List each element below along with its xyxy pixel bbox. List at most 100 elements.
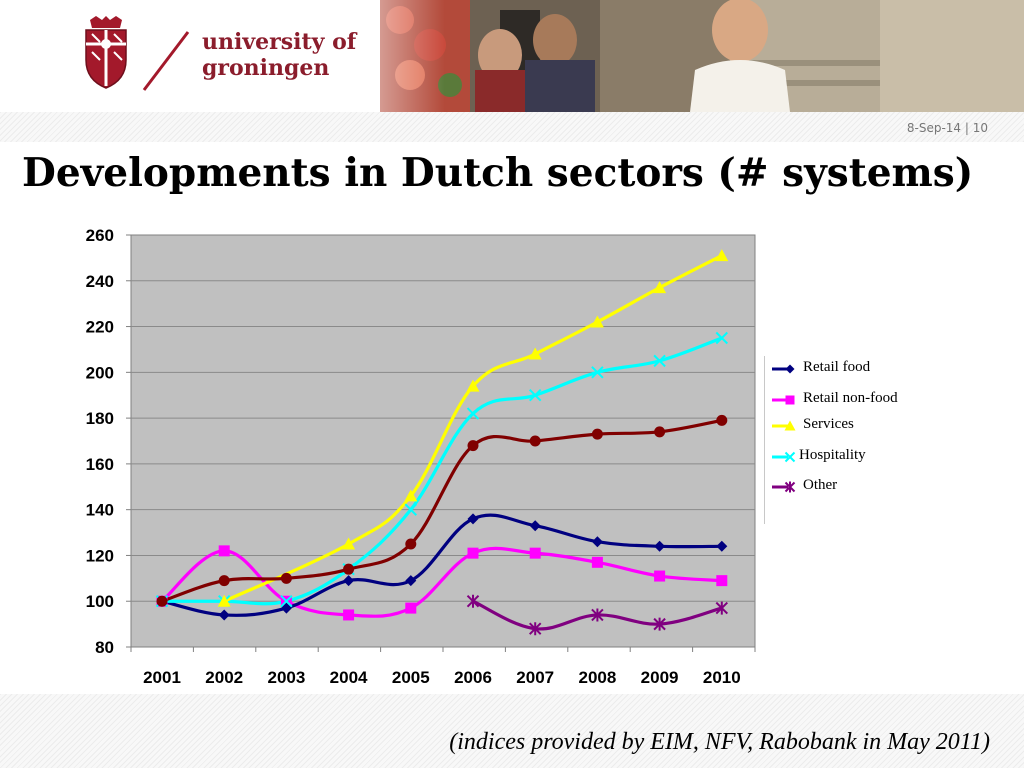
legend-marker-shape-2 <box>784 420 796 431</box>
legend-item-hospitality: Hospitality <box>765 447 975 467</box>
y-tick-label: 220 <box>86 318 114 337</box>
x-tick-label: 2007 <box>516 668 554 687</box>
university-wordmark: university of groningen <box>202 29 356 81</box>
x-tick-label: 2009 <box>641 668 679 687</box>
legend-marker-shape-0 <box>785 364 795 374</box>
legend-label-other: Other <box>803 477 838 493</box>
legend-marker-retail-food <box>772 364 795 374</box>
data-point-series-5 <box>467 440 479 452</box>
legend-marker-shape-3 <box>784 451 796 463</box>
data-point-series-5 <box>156 595 168 607</box>
x-tick-label: 2001 <box>143 668 181 687</box>
source-note: (indices provided by EIM, NFV, Rabobank … <box>449 729 990 755</box>
logo-divider-slash <box>142 31 190 91</box>
data-point-series-5 <box>591 428 603 440</box>
data-point-hospitality <box>404 503 418 516</box>
data-point-retail-non-food <box>591 556 603 568</box>
data-point-other <box>715 601 729 615</box>
data-point-series-5 <box>654 426 666 438</box>
data-point-retail-food <box>716 540 728 552</box>
y-tick-label: 240 <box>86 272 114 291</box>
legend-item-retail-non-food: Retail non-food <box>765 390 975 410</box>
y-tick-label: 80 <box>95 638 114 657</box>
data-point-services <box>590 315 604 328</box>
y-tick-label: 160 <box>86 455 114 474</box>
data-point-hospitality <box>591 366 604 379</box>
wordmark-line-1: university of <box>202 29 357 55</box>
data-point-retail-non-food <box>467 547 479 559</box>
line-chart: 80 100 120 140 160 180 200 220 240 260 2001 2002 200… <box>86 226 756 687</box>
legend-marker-hospitality <box>772 451 796 463</box>
legend-item-services: Services <box>765 416 975 436</box>
series-line-hospitality <box>161 336 723 606</box>
data-point-services <box>466 379 480 392</box>
legend-label-services: Services <box>803 416 854 432</box>
logo-area: university of groningen <box>0 0 380 112</box>
date-page-number: 8-Sep-14 | 10 <box>906 121 988 135</box>
data-point-retail-food <box>218 609 230 621</box>
x-tick-label: 2008 <box>578 668 616 687</box>
data-point-other <box>466 594 480 608</box>
student-photo-banner <box>300 0 1024 112</box>
legend-item-retail-food: Retail food <box>765 359 975 379</box>
legend-marker-services <box>772 420 796 431</box>
legend-marker-shape-4 <box>784 481 796 493</box>
data-point-retail-non-food <box>716 575 728 587</box>
data-point-other <box>591 608 604 622</box>
y-tick-label: 200 <box>86 363 114 382</box>
legend-marker-retail-non-food <box>772 395 795 405</box>
data-point-retail-food <box>591 536 603 548</box>
y-tick-label: 180 <box>86 409 114 428</box>
data-point-retail-food <box>529 520 541 532</box>
legend-marker-shape-1 <box>785 395 795 405</box>
data-point-series-5 <box>529 435 541 447</box>
data-point-series-5 <box>218 575 230 587</box>
series-line-series-5 <box>161 418 723 603</box>
page-title: Developments in Dutch sectors (# systems… <box>22 150 974 196</box>
data-point-services <box>715 249 729 262</box>
data-point-services <box>342 537 356 550</box>
university-crest-icon <box>85 16 127 89</box>
data-point-retail-food <box>467 513 479 525</box>
legend-label-retail-food: Retail food <box>803 359 871 375</box>
data-point-hospitality <box>528 389 542 402</box>
date-strip <box>0 112 1024 142</box>
chart-legend: Retail food Retail non-food Services Hos… <box>764 356 975 524</box>
data-point-other <box>653 617 666 631</box>
data-point-series-5 <box>280 572 292 584</box>
data-point-retail-food <box>654 540 666 552</box>
data-point-retail-non-food <box>529 547 541 559</box>
x-tick-label: 2002 <box>205 668 243 687</box>
data-point-hospitality <box>653 354 666 368</box>
data-point-series-5 <box>716 414 728 426</box>
data-point-retail-non-food <box>405 602 417 614</box>
header-banner: university of groningen <box>0 0 1024 112</box>
series-line-retail-food <box>161 513 722 617</box>
data-point-services <box>653 281 667 294</box>
data-point-hospitality <box>280 595 293 608</box>
x-tick-label: 2004 <box>330 668 368 687</box>
data-point-retail-non-food <box>218 545 230 557</box>
legend-label-hospitality: Hospitality <box>799 447 866 463</box>
data-point-series-5 <box>343 563 355 575</box>
y-tick-label: 140 <box>86 501 114 520</box>
legend-item-other: Other <box>765 477 975 497</box>
series-line-retail-non-food <box>160 546 722 618</box>
data-point-retail-food <box>343 575 355 587</box>
data-point-series-5 <box>405 538 417 550</box>
x-tick-label: 2006 <box>454 668 492 687</box>
x-tick-label: 2010 <box>703 668 741 687</box>
data-point-services <box>528 347 542 360</box>
footer-strip <box>0 694 1024 768</box>
wordmark-line-2: groningen <box>202 55 330 81</box>
x-tick-label: 2005 <box>392 668 430 687</box>
data-point-retail-non-food <box>654 570 666 582</box>
data-point-services <box>217 594 231 607</box>
y-tick-label: 120 <box>86 546 114 565</box>
legend-label-retail-non-food: Retail non-food <box>803 390 898 406</box>
data-point-other <box>528 622 542 636</box>
y-tick-label: 100 <box>86 592 114 611</box>
data-point-retail-food <box>405 575 417 587</box>
legend-marker-other <box>772 481 796 493</box>
x-tick-label: 2003 <box>267 668 305 687</box>
